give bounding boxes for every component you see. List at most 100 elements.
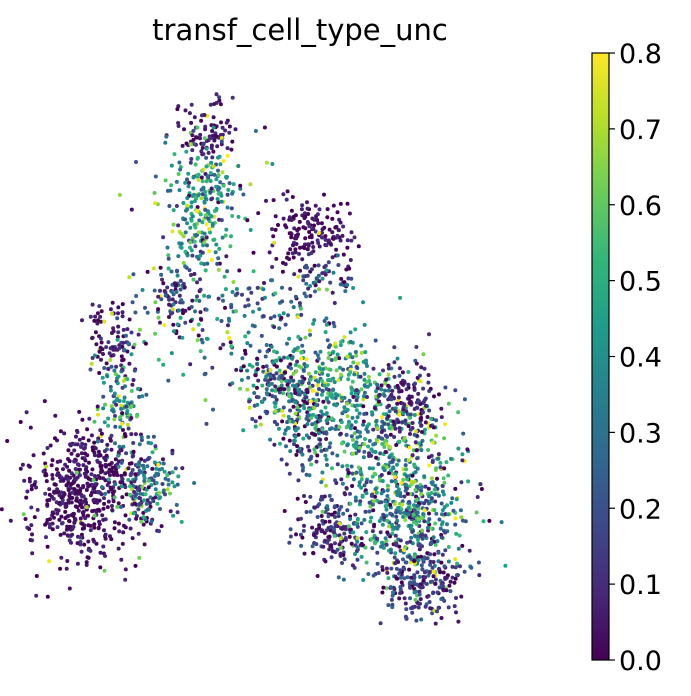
- scatter-point: [385, 434, 390, 439]
- scatter-point: [119, 460, 124, 465]
- scatter-point: [198, 212, 203, 217]
- scatter-point: [487, 518, 492, 523]
- scatter-point: [296, 334, 301, 339]
- scatter-point: [192, 222, 197, 227]
- scatter-point: [444, 460, 449, 465]
- scatter-point: [315, 353, 320, 358]
- scatter-point: [91, 537, 96, 542]
- scatter-point: [395, 484, 399, 489]
- scatter-point: [273, 394, 278, 399]
- scatter-point: [294, 383, 299, 388]
- scatter-point: [67, 519, 72, 524]
- scatter-point: [325, 373, 330, 378]
- scatter-point: [314, 531, 319, 535]
- scatter-point: [324, 418, 329, 423]
- scatter-point: [171, 302, 176, 307]
- scatter-point: [59, 475, 64, 480]
- scatter-point: [289, 375, 294, 380]
- scatter-point: [85, 453, 90, 458]
- scatter-point: [120, 385, 125, 390]
- scatter-point: [346, 422, 351, 427]
- scatter-point: [47, 487, 52, 492]
- scatter-point: [88, 528, 93, 533]
- scatter-point: [168, 491, 172, 496]
- scatter-point: [292, 388, 297, 393]
- scatter-point: [267, 250, 272, 255]
- scatter-point: [380, 436, 385, 441]
- scatter-point: [404, 616, 409, 621]
- scatter-point: [130, 300, 135, 305]
- scatter-point: [208, 230, 212, 235]
- scatter-point: [419, 423, 424, 428]
- scatter-point: [433, 577, 438, 582]
- scatter-point: [223, 233, 228, 238]
- scatter-point: [300, 452, 305, 457]
- scatter-point: [300, 203, 305, 208]
- scatter-point: [429, 541, 434, 546]
- scatter-point: [435, 590, 440, 595]
- scatter-point: [102, 568, 107, 573]
- scatter-point: [219, 319, 224, 323]
- scatter-point: [337, 507, 342, 512]
- scatter-point: [332, 324, 337, 329]
- scatter-point: [85, 555, 90, 560]
- scatter-point: [305, 206, 310, 211]
- scatter-point: [336, 228, 341, 232]
- scatter-point: [91, 478, 96, 482]
- scatter-point: [198, 132, 203, 137]
- scatter-point: [174, 179, 179, 184]
- scatter-point: [359, 343, 364, 348]
- scatter-point: [154, 471, 159, 476]
- scatter-point: [241, 192, 246, 197]
- scatter-point: [426, 380, 431, 385]
- scatter-point: [312, 318, 317, 323]
- scatter-point: [395, 401, 400, 406]
- scatter-point: [230, 290, 235, 294]
- scatter-point: [61, 478, 66, 483]
- scatter-point: [176, 254, 181, 259]
- scatter-point: [217, 98, 222, 103]
- scatter-point: [333, 541, 337, 546]
- scatter-point: [259, 333, 264, 338]
- scatter-point: [191, 175, 196, 180]
- scatter-point: [106, 366, 111, 371]
- scatter-point: [194, 135, 199, 140]
- scatter-point: [324, 316, 329, 321]
- scatter-point: [288, 286, 293, 291]
- scatter-point: [413, 440, 418, 445]
- scatter-point: [110, 465, 115, 470]
- scatter-point: [170, 480, 175, 485]
- scatter-point: [184, 149, 189, 154]
- scatter-point: [353, 327, 358, 332]
- scatter-point: [106, 416, 111, 421]
- scatter-point: [251, 269, 256, 274]
- scatter-point: [24, 495, 29, 500]
- scatter-point: [319, 494, 324, 499]
- scatter-point: [469, 565, 474, 570]
- scatter-point: [283, 262, 288, 267]
- scatter-point: [145, 498, 150, 503]
- scatter-point: [319, 514, 324, 518]
- scatter-point: [323, 237, 328, 242]
- scatter-point: [429, 496, 434, 501]
- scatter-point: [333, 344, 338, 349]
- scatter-point: [86, 547, 91, 552]
- scatter-point: [319, 221, 324, 226]
- scatter-point: [214, 184, 219, 189]
- scatter-point: [181, 234, 186, 239]
- scatter-point: [293, 434, 298, 439]
- scatter-point: [103, 536, 108, 541]
- scatter-point: [47, 492, 52, 497]
- scatter-point: [224, 254, 229, 259]
- scatter-point: [350, 484, 355, 488]
- scatter-point: [108, 384, 113, 389]
- scatter-point: [361, 419, 366, 424]
- scatter-point: [116, 311, 120, 316]
- scatter-point: [180, 466, 185, 471]
- scatter-point: [60, 501, 65, 506]
- scatter-point: [120, 314, 125, 319]
- scatter-point: [146, 507, 151, 512]
- scatter-point: [82, 542, 87, 547]
- scatter-point: [380, 424, 384, 429]
- scatter-point: [258, 422, 263, 427]
